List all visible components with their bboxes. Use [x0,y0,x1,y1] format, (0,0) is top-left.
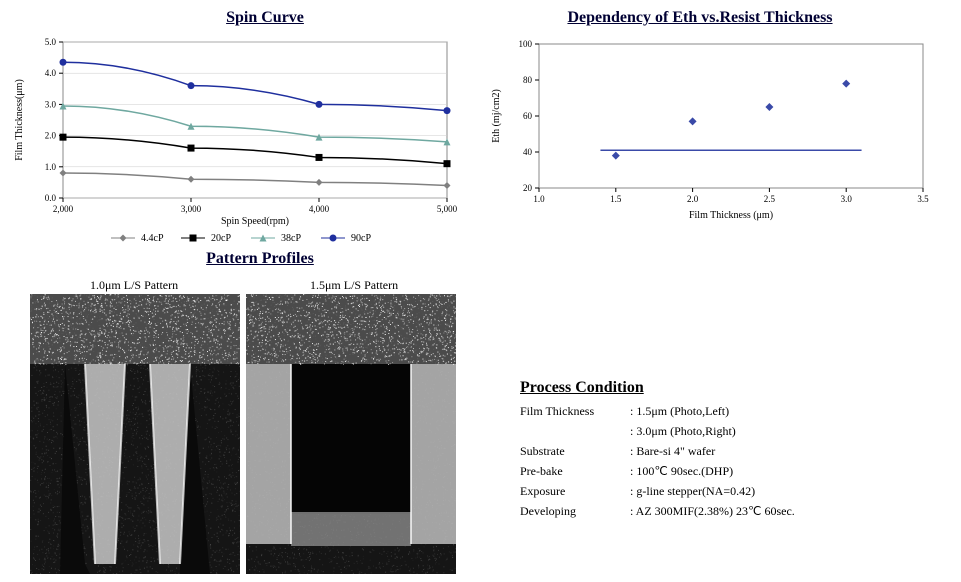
svg-text:90cP: 90cP [351,233,371,244]
svg-text:0.0: 0.0 [45,193,57,203]
svg-text:3.0: 3.0 [841,194,853,204]
process-condition-row: Film Thickness1.5μm (Photo,Left) [520,404,940,419]
proc-key: Film Thickness [520,404,630,419]
proc-key: Substrate [520,444,630,459]
svg-text:80: 80 [523,75,533,85]
svg-text:20: 20 [523,183,533,193]
process-condition-row: Pre-bake100℃ 90sec.(DHP) [520,464,940,479]
svg-text:2.5: 2.5 [764,194,776,204]
svg-text:Film Thickness (μm): Film Thickness (μm) [689,210,773,221]
pattern-label-2: 1.5μm L/S Pattern [310,278,398,293]
svg-text:1.0: 1.0 [533,194,545,204]
svg-text:1.0: 1.0 [45,162,57,172]
eth-title: Dependency of Eth vs.Resist Thickness [480,9,920,27]
svg-text:2.0: 2.0 [45,131,57,141]
process-condition-row: 3.0μm (Photo,Right) [520,424,940,439]
svg-text:40: 40 [523,147,533,157]
svg-text:Spin Speed(rpm): Spin Speed(rpm) [221,216,289,227]
svg-text:5,000: 5,000 [437,204,458,214]
process-condition-title: Process Condition [520,379,644,397]
eth-chart: 20 40 60 80 100 1.0 1.5 2.0 2.5 3.0 3.5 Film Thickn… [484,34,938,228]
svg-text:2.0: 2.0 [687,194,699,204]
proc-key: Exposure [520,484,630,499]
svg-text:3.0: 3.0 [45,99,57,109]
sem-image-1 [30,294,240,574]
proc-val: AZ 300MIF(2.38%) 23℃ 60sec. [630,504,795,518]
proc-val: 1.5μm (Photo,Left) [630,404,729,418]
svg-text:60: 60 [523,111,533,121]
proc-val: 100℃ 90sec.(DHP) [630,464,733,478]
spin-curve-title: Spin Curve [165,9,365,27]
svg-text:1.5: 1.5 [610,194,622,204]
process-condition-row: DevelopingAZ 300MIF(2.38%) 23℃ 60sec. [520,504,940,519]
svg-text:Film Thickness(μm): Film Thickness(μm) [14,79,25,161]
proc-key: Pre-bake [520,464,630,479]
svg-text:4.0: 4.0 [45,68,57,78]
process-condition-row: SubstrateBare-si 4" wafer [520,444,940,459]
spin-curve-chart: 0.0 1.0 2.0 3.0 4.0 5.0 2,000 3,000 4,000 5,000 Sp… [8,32,462,246]
svg-text:5.0: 5.0 [45,37,57,47]
proc-val: Bare-si 4" wafer [630,444,715,458]
pattern-profiles-title: Pattern Profiles [150,250,370,268]
svg-text:38cP: 38cP [281,233,301,244]
svg-text:Eth (mj/cm2): Eth (mj/cm2) [491,89,502,143]
proc-val: 3.0μm (Photo,Right) [630,424,736,438]
svg-text:20cP: 20cP [211,233,231,244]
process-condition-row: Exposureg-line stepper(NA=0.42) [520,484,940,499]
svg-text:3,000: 3,000 [181,204,202,214]
svg-text:4.4cP: 4.4cP [141,233,164,244]
svg-text:3.5: 3.5 [917,194,929,204]
proc-val: g-line stepper(NA=0.42) [630,484,755,498]
proc-key: Developing [520,504,630,519]
sem-image-2 [246,294,456,574]
svg-text:2,000: 2,000 [53,204,74,214]
svg-text:4,000: 4,000 [309,204,330,214]
svg-text:100: 100 [519,39,533,49]
pattern-label-1: 1.0μm L/S Pattern [90,278,178,293]
